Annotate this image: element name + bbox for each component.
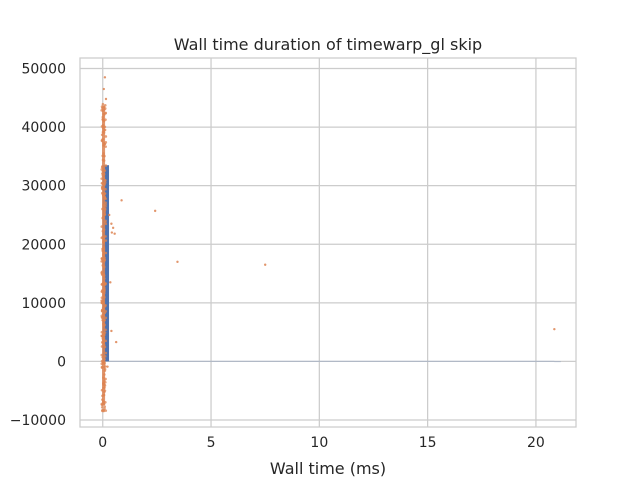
x-tick-labels: 0 5 10 15 20 [98,435,545,451]
y-tick-label: 40000 [21,120,66,136]
chart-title: Wall time duration of timewarp_gl skip [174,35,482,55]
scatter-point [553,327,556,331]
y-tick-labels: −10000 0 10000 20000 30000 40000 50000 [10,62,66,429]
scatter-point [102,87,106,91]
y-tick-label: 30000 [21,179,66,195]
scatter-point [104,103,107,107]
x-tick-label: 20 [527,435,545,451]
scatter-point [263,263,267,266]
x-tick-label: 5 [207,435,216,451]
plot-background [80,58,576,427]
scatter-point [110,231,114,234]
x-tick-label: 15 [419,435,437,451]
scatter-point [100,405,104,409]
plot-frame [79,57,577,428]
scatter-point [104,239,108,242]
scatter-point [104,409,108,412]
scatter-point-streak [102,106,106,406]
scatter-point [106,365,109,368]
scatter-point [103,76,107,79]
scatter-point [103,407,106,411]
scatter-point [153,209,157,213]
scatter-point [110,222,113,225]
scatter-point [104,164,108,167]
scatter-point [104,97,108,101]
scatter-point [176,260,179,264]
scatter-point [104,135,108,138]
y-tick-label: 20000 [21,237,66,253]
scatter-point [104,316,108,320]
histogram-bar [102,165,110,362]
y-tick-label: 0 [57,354,66,370]
scatter-point [104,351,108,355]
y-tick-label: 50000 [21,62,66,78]
histogram-bar [109,360,555,362]
x-axis-label: Wall time (ms) [270,459,386,478]
y-tick-label: −10000 [10,413,66,429]
scatter-point [114,340,118,344]
histogram-bar [554,361,561,363]
scatter-point [102,409,106,413]
scatter-point [108,213,111,217]
x-tick-label: 0 [98,435,107,451]
scatter-point [110,329,113,333]
x-tick-label: 10 [310,435,328,451]
y-tick-label: 10000 [21,296,66,312]
scatter-point [109,281,112,284]
scatter-point [104,207,107,211]
scatter-point [103,405,107,408]
scatter-point [120,199,123,202]
scatter-point [104,251,108,255]
scatter-point [103,108,106,111]
scatter-points [100,76,556,413]
scatter-point [113,232,116,235]
histogram-bars [102,165,561,363]
scatter-point [101,102,105,106]
scatter-point [111,226,115,230]
y-gridlines [80,67,576,421]
